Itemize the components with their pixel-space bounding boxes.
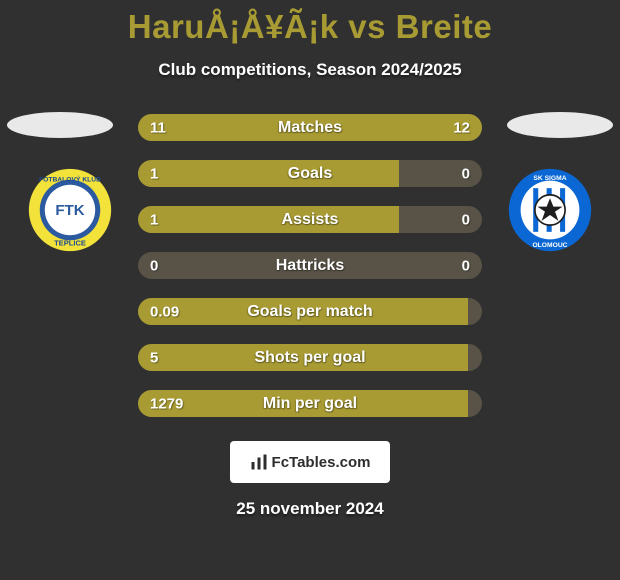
stat-value-left: 11 xyxy=(150,119,166,136)
comparison-arena: FOTBALOVÝ KLUB FTK TEPLICE SK SIGMA OLOM… xyxy=(0,114,620,417)
stat-fill-left xyxy=(138,390,468,417)
badge-text-bottom: OLOMOUC xyxy=(532,242,567,249)
stat-value-right: 0 xyxy=(462,211,470,228)
stat-value-right: 12 xyxy=(453,119,470,136)
stat-row: Min per goal1279 xyxy=(138,390,482,417)
badge-text-bottom: TEPLICE xyxy=(54,238,86,247)
stat-value-left: 1 xyxy=(150,211,158,228)
stat-row: Shots per goal5 xyxy=(138,344,482,371)
badge-text-top: FOTBALOVÝ KLUB xyxy=(39,174,101,183)
stat-row: Assists10 xyxy=(138,206,482,233)
stat-value-right: 0 xyxy=(462,257,470,274)
stat-bars: Matches1112Goals10Assists10Hattricks00Go… xyxy=(138,114,482,417)
page-title: HaruÅ¡Å¥Ã¡k vs Breite xyxy=(0,0,620,46)
club-badge-left: FOTBALOVÝ KLUB FTK TEPLICE xyxy=(28,168,112,252)
fctables-logo-text: FcTables.com xyxy=(272,454,371,471)
stat-row: Hattricks0 0 xyxy=(138,252,482,279)
stat-row: Goals10 xyxy=(138,160,482,187)
stat-value-right: 0 xyxy=(462,165,470,182)
stat-label: Hattricks xyxy=(138,257,482,275)
stat-value-left: 1 xyxy=(150,165,158,182)
club-badge-left-svg: FOTBALOVÝ KLUB FTK TEPLICE xyxy=(28,168,112,252)
stat-fill-left xyxy=(138,160,399,187)
stat-value-left: 1279 xyxy=(150,395,183,412)
stat-fill-left xyxy=(138,206,399,233)
stat-fill-left xyxy=(138,298,468,325)
stat-fill-left xyxy=(138,344,468,371)
stat-row: Matches1112 xyxy=(138,114,482,141)
bar-chart-icon xyxy=(250,453,268,471)
player-avatar-placeholder-right xyxy=(507,112,613,138)
stat-value-left: 5 xyxy=(150,349,158,366)
fctables-logo: FcTables.com xyxy=(230,441,390,483)
player-avatar-placeholder-left xyxy=(7,112,113,138)
content-root: HaruÅ¡Å¥Ã¡k vs Breite Club competitions,… xyxy=(0,0,620,580)
badge-text-top: SK SIGMA xyxy=(533,175,566,182)
stat-value-left: 0 xyxy=(150,257,158,274)
page-subtitle: Club competitions, Season 2024/2025 xyxy=(0,60,620,80)
club-badge-right-svg: SK SIGMA OLOMOUC xyxy=(508,168,592,252)
badge-text-mid: FTK xyxy=(55,202,84,219)
stat-row: Goals per match0.09 xyxy=(138,298,482,325)
stat-value-left: 0.09 xyxy=(150,303,179,320)
club-badge-right: SK SIGMA OLOMOUC xyxy=(508,168,592,252)
footer-date: 25 november 2024 xyxy=(0,499,620,519)
